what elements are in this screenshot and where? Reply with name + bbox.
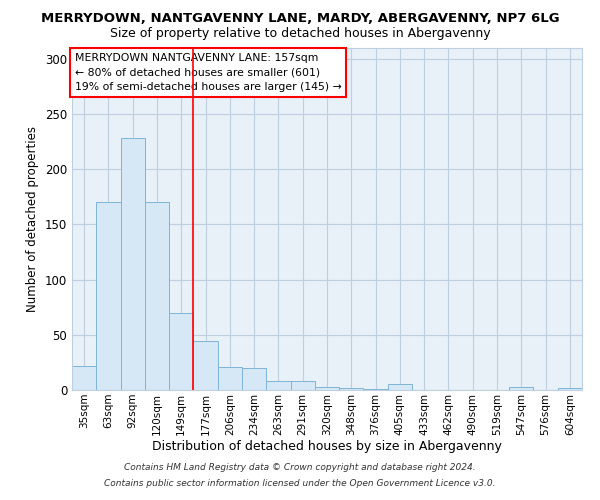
Bar [364, 389, 388, 390]
Text: Size of property relative to detached houses in Abergavenny: Size of property relative to detached ho… [110, 28, 490, 40]
Text: Contains public sector information licensed under the Open Government Licence v3: Contains public sector information licen… [104, 478, 496, 488]
Bar [388, 384, 412, 390]
Text: MERRYDOWN NANTGAVENNY LANE: 157sqm
← 80% of detached houses are smaller (601)
19: MERRYDOWN NANTGAVENNY LANE: 157sqm ← 80%… [74, 52, 341, 92]
Bar [218, 367, 242, 390]
Y-axis label: Number of detached properties: Number of detached properties [26, 126, 40, 312]
Bar [509, 386, 533, 390]
Bar [558, 388, 582, 390]
Bar [72, 366, 96, 390]
Text: MERRYDOWN, NANTGAVENNY LANE, MARDY, ABERGAVENNY, NP7 6LG: MERRYDOWN, NANTGAVENNY LANE, MARDY, ABER… [41, 12, 559, 26]
Bar [339, 388, 364, 390]
Bar [315, 386, 339, 390]
Bar [96, 202, 121, 390]
Bar [242, 368, 266, 390]
Bar [121, 138, 145, 390]
Bar [169, 312, 193, 390]
X-axis label: Distribution of detached houses by size in Abergavenny: Distribution of detached houses by size … [152, 440, 502, 454]
Bar [266, 381, 290, 390]
Bar [290, 381, 315, 390]
Text: Contains HM Land Registry data © Crown copyright and database right 2024.: Contains HM Land Registry data © Crown c… [124, 464, 476, 472]
Bar [193, 342, 218, 390]
Bar [145, 202, 169, 390]
